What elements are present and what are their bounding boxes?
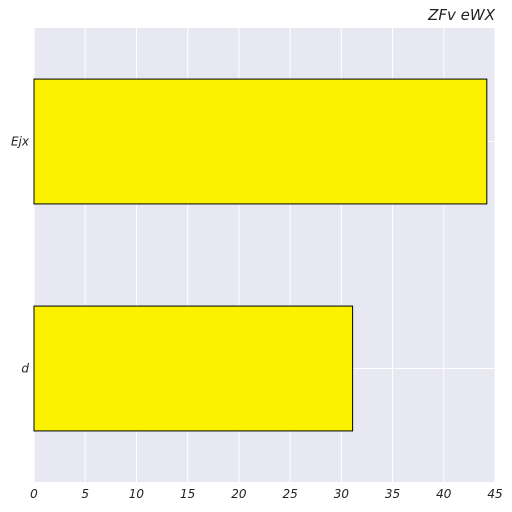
x-tick-label: 10 [129, 487, 145, 501]
x-tick-label: 20 [231, 487, 247, 501]
chart-title: ZFv eWX [427, 6, 496, 24]
x-tick-label: 35 [385, 487, 400, 501]
y-category-label: Ejx [11, 135, 30, 149]
x-tick-label: 45 [487, 487, 502, 501]
y-category-label: d [21, 362, 29, 376]
x-tick-label: 0 [30, 487, 38, 501]
bar-Ejx [33, 78, 488, 205]
x-tick-label: 15 [180, 487, 195, 501]
x-tick-label: 30 [334, 487, 350, 501]
y-axis-categories: Ejx d [11, 135, 30, 376]
x-tick-label: 5 [81, 487, 89, 501]
x-axis-ticks: 0 5 10 15 20 25 30 35 40 45 [30, 487, 502, 501]
bar-d [33, 305, 354, 432]
x-tick-label: 40 [436, 487, 452, 501]
bars [33, 78, 488, 432]
x-tick-label: 25 [282, 487, 297, 501]
